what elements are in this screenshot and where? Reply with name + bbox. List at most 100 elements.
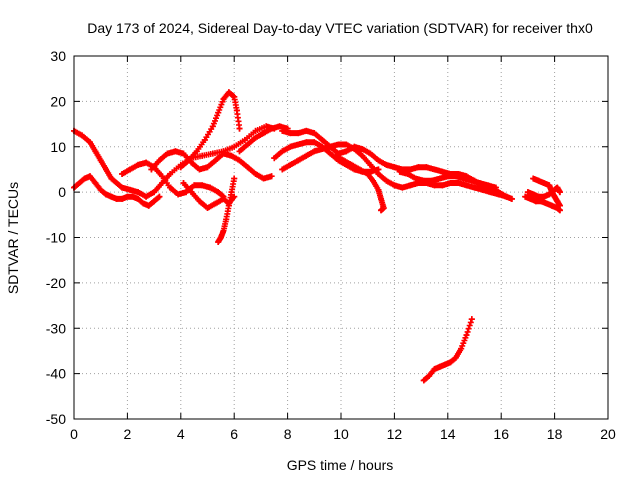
- data-point: [76, 180, 83, 187]
- data-point: [244, 164, 251, 171]
- x-axis-label: GPS time / hours: [287, 457, 394, 473]
- data-point: [215, 189, 222, 196]
- y-tick-label: 20: [50, 93, 66, 109]
- data-point: [431, 166, 438, 173]
- data-point: [268, 125, 275, 132]
- data-point: [423, 164, 430, 171]
- data-point: [543, 200, 550, 207]
- data-point: [212, 200, 219, 207]
- data-point: [383, 161, 390, 168]
- data-point: [156, 193, 163, 200]
- data-point: [396, 168, 403, 175]
- data-point: [241, 136, 248, 143]
- series-track-16: [524, 184, 563, 200]
- data-point: [535, 177, 542, 184]
- data-point: [463, 332, 470, 339]
- data-point: [415, 164, 422, 171]
- data-point: [356, 166, 363, 173]
- data-point: [209, 150, 216, 157]
- data-point: [476, 180, 483, 187]
- data-point: [335, 141, 342, 148]
- data-point: [378, 195, 385, 202]
- data-point: [279, 148, 286, 155]
- data-point: [145, 202, 152, 209]
- data-point: [311, 130, 318, 137]
- data-point: [204, 205, 211, 212]
- axis-ticks: 0 2 4 6 8 10 12 14 16 18 20 -50 -40 -30 -20 -10 0 10 20 30: [46, 48, 616, 442]
- data-point: [143, 193, 150, 200]
- data-point: [97, 186, 104, 193]
- data-point: [236, 125, 243, 132]
- data-point: [225, 200, 232, 207]
- data-point: [191, 182, 198, 189]
- x-tick-label: 18: [547, 426, 563, 442]
- data-point: [348, 161, 355, 168]
- data-point: [228, 189, 235, 196]
- data-point: [108, 193, 115, 200]
- data-point: [113, 195, 120, 202]
- data-point: [279, 127, 286, 134]
- y-tick-label: -40: [46, 366, 66, 382]
- data-point: [319, 146, 326, 153]
- data-point: [276, 123, 283, 130]
- data-point: [252, 127, 259, 134]
- data-point: [129, 193, 136, 200]
- data-point: [196, 166, 203, 173]
- data-point: [399, 184, 406, 191]
- data-point: [332, 152, 339, 159]
- data-point: [199, 152, 206, 159]
- data-point: [183, 189, 190, 196]
- data-point: [124, 193, 131, 200]
- data-point: [546, 182, 553, 189]
- series-track-8: [236, 123, 291, 155]
- data-point: [287, 161, 294, 168]
- data-point: [375, 170, 382, 177]
- data-point: [407, 182, 414, 189]
- data-point: [140, 200, 147, 207]
- data-point: [271, 155, 278, 162]
- x-tick-label: 16: [493, 426, 509, 442]
- x-tick-label: 12: [387, 426, 403, 442]
- data-point: [343, 148, 350, 155]
- data-point: [351, 146, 358, 153]
- y-tick-label: -50: [46, 411, 66, 427]
- data-point: [407, 166, 414, 173]
- data-point: [231, 193, 238, 200]
- data-point: [201, 136, 208, 143]
- data-point: [546, 191, 553, 198]
- data-point: [370, 177, 377, 184]
- data-point: [151, 198, 158, 205]
- data-point: [135, 161, 142, 168]
- data-point: [327, 143, 334, 150]
- data-point: [233, 107, 240, 114]
- series-track-17: [420, 316, 475, 384]
- data-point: [231, 143, 238, 150]
- data-point: [468, 316, 475, 323]
- data-point: [391, 164, 398, 171]
- data-point: [311, 148, 318, 155]
- data-point: [340, 157, 347, 164]
- data-point: [460, 175, 467, 182]
- data-point: [303, 127, 310, 134]
- series-track-12: [332, 152, 387, 214]
- series-track-5: [119, 159, 227, 200]
- data-point: [420, 377, 427, 384]
- data-point: [119, 195, 126, 202]
- data-point: [295, 157, 302, 164]
- x-tick-label: 2: [124, 426, 132, 442]
- data-point: [135, 195, 142, 202]
- plot-frame: [73, 55, 609, 420]
- data-point: [159, 173, 166, 180]
- series-track-14: [522, 193, 563, 214]
- data-point: [212, 157, 219, 164]
- data-point: [303, 152, 310, 159]
- data-point: [220, 195, 227, 202]
- series-track-6: [180, 180, 238, 212]
- data-point: [220, 227, 227, 234]
- data-point: [92, 180, 99, 187]
- data-point: [215, 239, 222, 246]
- data-point: [548, 202, 555, 209]
- chart-title: Day 173 of 2024, Sidereal Day-to-day VTE…: [87, 20, 593, 36]
